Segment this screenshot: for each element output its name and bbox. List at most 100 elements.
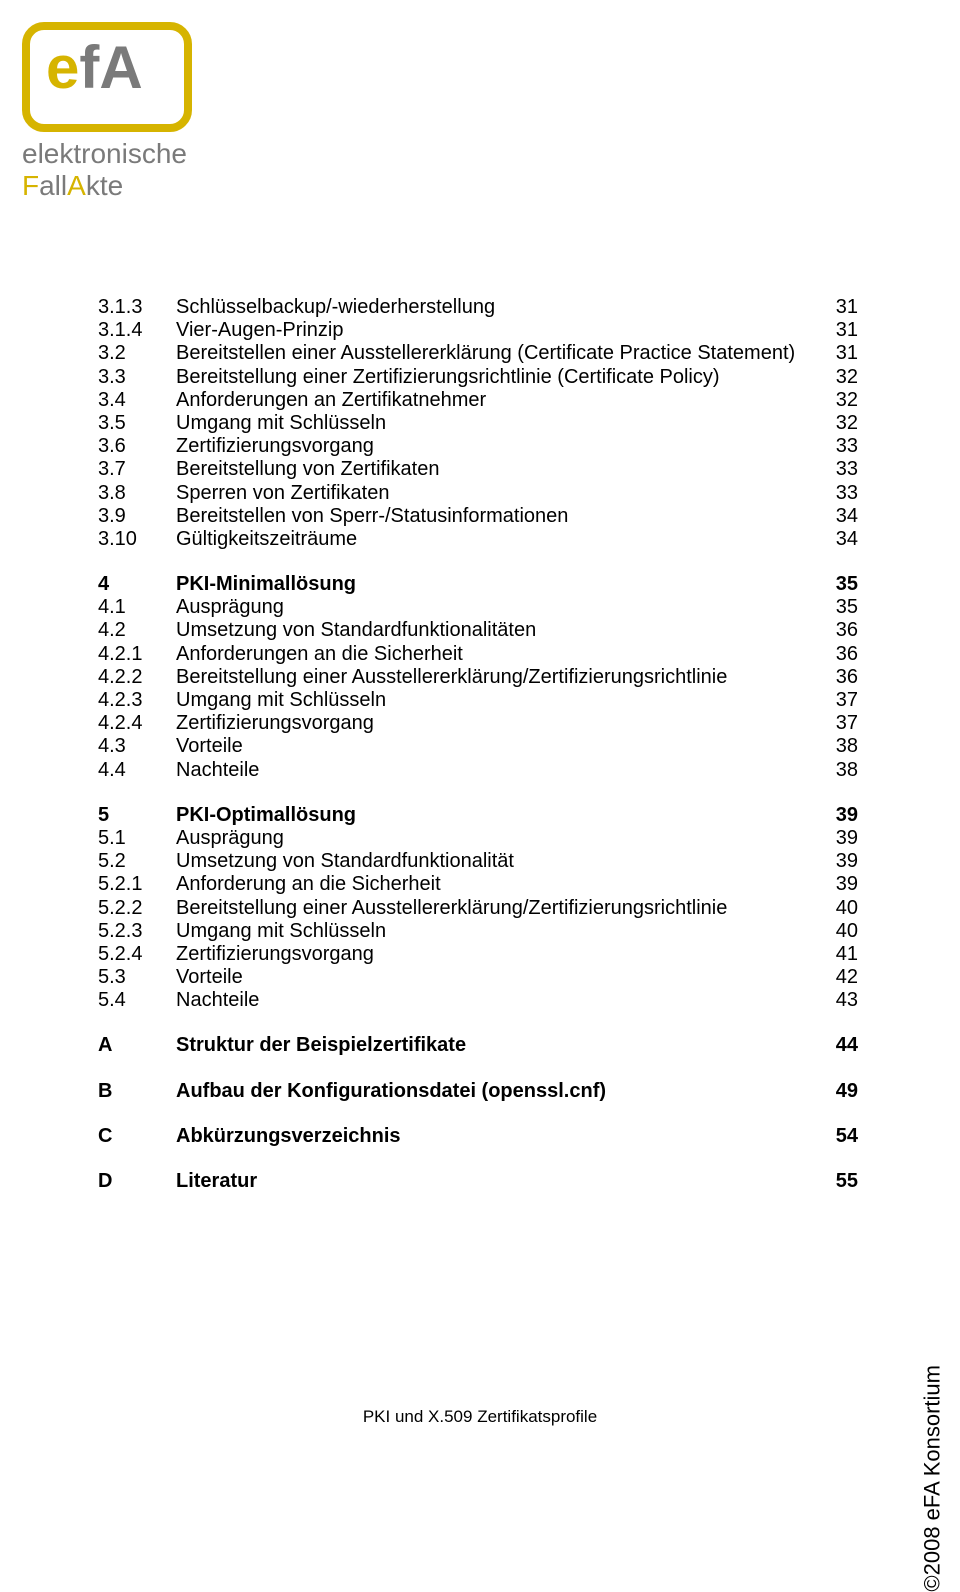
toc-page: 36 <box>818 666 858 689</box>
toc-row: 5.2.1Anforderung an die Sicherheit39 <box>98 873 858 896</box>
toc-row: 4.1Ausprägung35 <box>98 596 858 619</box>
toc-row: 3.5Umgang mit Schlüsseln32 <box>98 412 858 435</box>
toc-number: 3.3 <box>98 366 176 389</box>
toc-title: Anforderung an die Sicherheit <box>176 873 818 896</box>
toc-row: 3.2Bereitstellen einer Ausstellererkläru… <box>98 342 858 365</box>
logo-rest-letters: fA <box>79 34 142 101</box>
toc-row: 5.1Ausprägung39 <box>98 827 858 850</box>
toc-number: 3.1.4 <box>98 319 176 342</box>
toc-page: 37 <box>818 689 858 712</box>
toc-title: Zertifizierungsvorgang <box>176 435 818 458</box>
toc-title: Umgang mit Schlüsseln <box>176 920 818 943</box>
toc-row: AStruktur der Beispielzertifikate44 <box>98 1034 858 1057</box>
footer-text: PKI und X.509 Zertifikatsprofile <box>0 1407 960 1427</box>
toc-page: 32 <box>818 366 858 389</box>
toc-page: 33 <box>818 435 858 458</box>
toc-row: 5.3Vorteile42 <box>98 966 858 989</box>
toc-row: 5.2.2Bereitstellung einer Ausstellererkl… <box>98 897 858 920</box>
toc-page: 55 <box>818 1170 858 1193</box>
toc-number: 5.3 <box>98 966 176 989</box>
toc-gap <box>98 1103 858 1125</box>
toc-row: BAufbau der Konfigurationsdatei (openssl… <box>98 1080 858 1103</box>
toc-row: 3.3Bereitstellung einer Zertifizierungsr… <box>98 366 858 389</box>
toc-gap <box>98 551 858 573</box>
toc-number: 4.4 <box>98 759 176 782</box>
toc-title: Nachteile <box>176 989 818 1012</box>
toc-row: 4.4Nachteile38 <box>98 759 858 782</box>
toc-title: Bereitstellung einer Ausstellererklärung… <box>176 666 818 689</box>
toc-page: 39 <box>818 850 858 873</box>
toc-title: Vier-Augen-Prinzip <box>176 319 818 342</box>
toc-title: Bereitstellen einer Ausstellererklärung … <box>176 342 818 365</box>
toc-page: 41 <box>818 943 858 966</box>
logo-box: efA <box>22 22 192 132</box>
toc-page: 31 <box>818 296 858 319</box>
toc-page: 44 <box>818 1034 858 1057</box>
toc-row: DLiteratur55 <box>98 1170 858 1193</box>
toc-page: 35 <box>818 596 858 619</box>
toc-row: 5.2.3Umgang mit Schlüsseln40 <box>98 920 858 943</box>
toc-page: 54 <box>818 1125 858 1148</box>
toc-title: Umgang mit Schlüsseln <box>176 412 818 435</box>
toc-row: 4.2.2Bereitstellung einer Ausstellererkl… <box>98 666 858 689</box>
logo-sub2d: kte <box>86 170 123 201</box>
toc-page: 38 <box>818 735 858 758</box>
toc-number: 3.9 <box>98 505 176 528</box>
logo-sub2b: all <box>39 170 67 201</box>
toc-page: 42 <box>818 966 858 989</box>
logo: efA elektronische FallAkte <box>22 22 252 202</box>
logo-acronym: efA <box>46 38 143 98</box>
toc-row: 3.1.4Vier-Augen-Prinzip31 <box>98 319 858 342</box>
toc-number: 3.1.3 <box>98 296 176 319</box>
toc-page: 34 <box>818 528 858 551</box>
toc-page: 49 <box>818 1080 858 1103</box>
toc-page: 36 <box>818 643 858 666</box>
toc-title: Sperren von Zertifikaten <box>176 482 818 505</box>
toc-number: 3.6 <box>98 435 176 458</box>
toc-title: Zertifizierungsvorgang <box>176 712 818 735</box>
toc-gap <box>98 1012 858 1034</box>
toc-title: Literatur <box>176 1170 818 1193</box>
toc-gap <box>98 1058 858 1080</box>
toc-title: Abkürzungsverzeichnis <box>176 1125 818 1148</box>
toc-title: Umgang mit Schlüsseln <box>176 689 818 712</box>
toc-title: Bereitstellung einer Zertifizierungsrich… <box>176 366 818 389</box>
toc-number: 4 <box>98 573 176 596</box>
toc-page: 40 <box>818 920 858 943</box>
toc-page: 32 <box>818 412 858 435</box>
toc-title: PKI-Minimallösung <box>176 573 818 596</box>
toc-page: 37 <box>818 712 858 735</box>
toc-title: Anforderungen an Zertifikatnehmer <box>176 389 818 412</box>
toc-row: 4.2Umsetzung von Standardfunktionalitäte… <box>98 619 858 642</box>
toc-title: Aufbau der Konfigurationsdatei (openssl.… <box>176 1080 818 1103</box>
toc-number: 3.2 <box>98 342 176 365</box>
toc-row: 5.4Nachteile43 <box>98 989 858 1012</box>
toc-page: 43 <box>818 989 858 1012</box>
toc-number: A <box>98 1034 176 1057</box>
toc-row: 3.6Zertifizierungsvorgang33 <box>98 435 858 458</box>
logo-sub-line1: elektronische <box>22 138 187 169</box>
toc-title: Bereitstellung von Zertifikaten <box>176 458 818 481</box>
toc-number: 4.2.1 <box>98 643 176 666</box>
toc-title: Nachteile <box>176 759 818 782</box>
toc-row: CAbkürzungsverzeichnis54 <box>98 1125 858 1148</box>
toc-number: 5.2.3 <box>98 920 176 943</box>
logo-sub2a: F <box>22 170 39 201</box>
toc-number: B <box>98 1080 176 1103</box>
toc-number: 4.2.3 <box>98 689 176 712</box>
toc-title: PKI-Optimallösung <box>176 804 818 827</box>
toc-number: 4.1 <box>98 596 176 619</box>
toc-number: 5.2.2 <box>98 897 176 920</box>
toc-row: 5.2Umsetzung von Standardfunktionalität3… <box>98 850 858 873</box>
toc-number: 4.2.2 <box>98 666 176 689</box>
toc-page: 35 <box>818 573 858 596</box>
toc-row: 3.4Anforderungen an Zertifikatnehmer32 <box>98 389 858 412</box>
logo-sub2c: A <box>67 170 86 201</box>
toc-number: 4.3 <box>98 735 176 758</box>
toc-number: 3.5 <box>98 412 176 435</box>
toc-row: 5PKI-Optimallösung39 <box>98 804 858 827</box>
toc-number: 5.2.1 <box>98 873 176 896</box>
toc-title: Bereitstellung einer Ausstellererklärung… <box>176 897 818 920</box>
toc-page: 36 <box>818 619 858 642</box>
toc-gap <box>98 782 858 804</box>
